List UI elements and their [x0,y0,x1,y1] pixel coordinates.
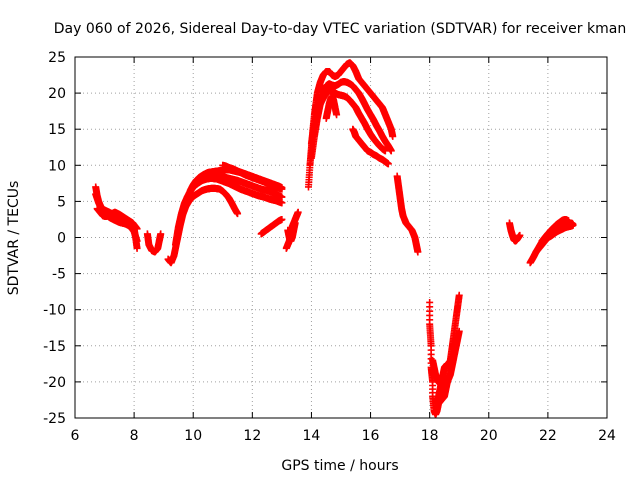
data-point [516,231,524,239]
x-tick-label: 10 [184,428,202,444]
y-tick-label: -25 [43,411,66,427]
x-tick-label: 16 [362,428,380,444]
y-tick-label: 10 [48,158,66,174]
y-tick-label: 0 [57,231,66,247]
data-point [565,217,573,225]
data-point [278,215,286,223]
x-tick-label: 14 [303,428,321,444]
data-point [446,360,454,368]
series-arc-25 [538,215,573,245]
data-point [133,225,141,233]
series-arc-12 [284,219,299,245]
series-arc-19 [426,291,463,418]
series-arc-4 [143,230,165,256]
x-tick-label: 22 [539,428,557,444]
data-point [157,230,165,238]
data-point [278,184,286,192]
data-point [294,208,302,216]
y-tick-label: 5 [57,194,66,210]
series-arc-16 [322,92,341,122]
data-point [133,244,141,252]
x-axis-label: GPS time / hours [281,458,398,474]
series-arc-20 [429,327,463,393]
data-point [389,132,397,140]
data-point [234,210,242,218]
y-tick-label: 15 [48,122,66,138]
data-point [384,160,392,168]
data-point [291,219,299,227]
series-arc-10 [257,215,286,238]
y-axis-label: SDTVAR / TECUs [6,181,22,296]
y-tick-label: -15 [43,339,66,355]
series-arc-22 [505,219,524,245]
x-tick-label: 24 [598,428,616,444]
data-point [333,111,341,119]
series-arc-21 [432,360,454,408]
data-point [455,327,463,335]
data-point [387,147,395,155]
y-tick-label: -20 [43,375,66,391]
data-point [278,193,286,201]
data-series [92,59,577,418]
x-tick-label: 20 [480,428,498,444]
x-tick-label: 6 [71,428,80,444]
y-tick-label: 20 [48,86,66,102]
x-tick-label: 18 [421,428,439,444]
y-tick-label: -10 [43,303,66,319]
x-tick-label: 8 [130,428,139,444]
series-arc-14 [307,78,395,162]
series-arc-18 [393,172,422,256]
series-arc-9 [219,161,286,192]
series-arc-3 [93,205,141,233]
series-arc-2 [92,190,141,245]
x-tick-label: 12 [243,428,261,444]
y-tick-label: -5 [52,267,66,283]
axis-ticks: 6 8 10 12 14 16 18 20 22 24 -25 -20 -15 -10 -5 0 5 10 15 20… [43,50,616,444]
data-point [381,147,389,155]
data-point [569,221,577,229]
grid-lines [75,57,607,418]
data-point [133,237,141,245]
chart-title: Day 060 of 2026, Sidereal Day-to-day VTE… [54,21,626,37]
data-point [414,248,422,256]
y-tick-label: 25 [48,50,66,66]
data-point [455,291,463,299]
series-arc-17 [349,125,392,168]
